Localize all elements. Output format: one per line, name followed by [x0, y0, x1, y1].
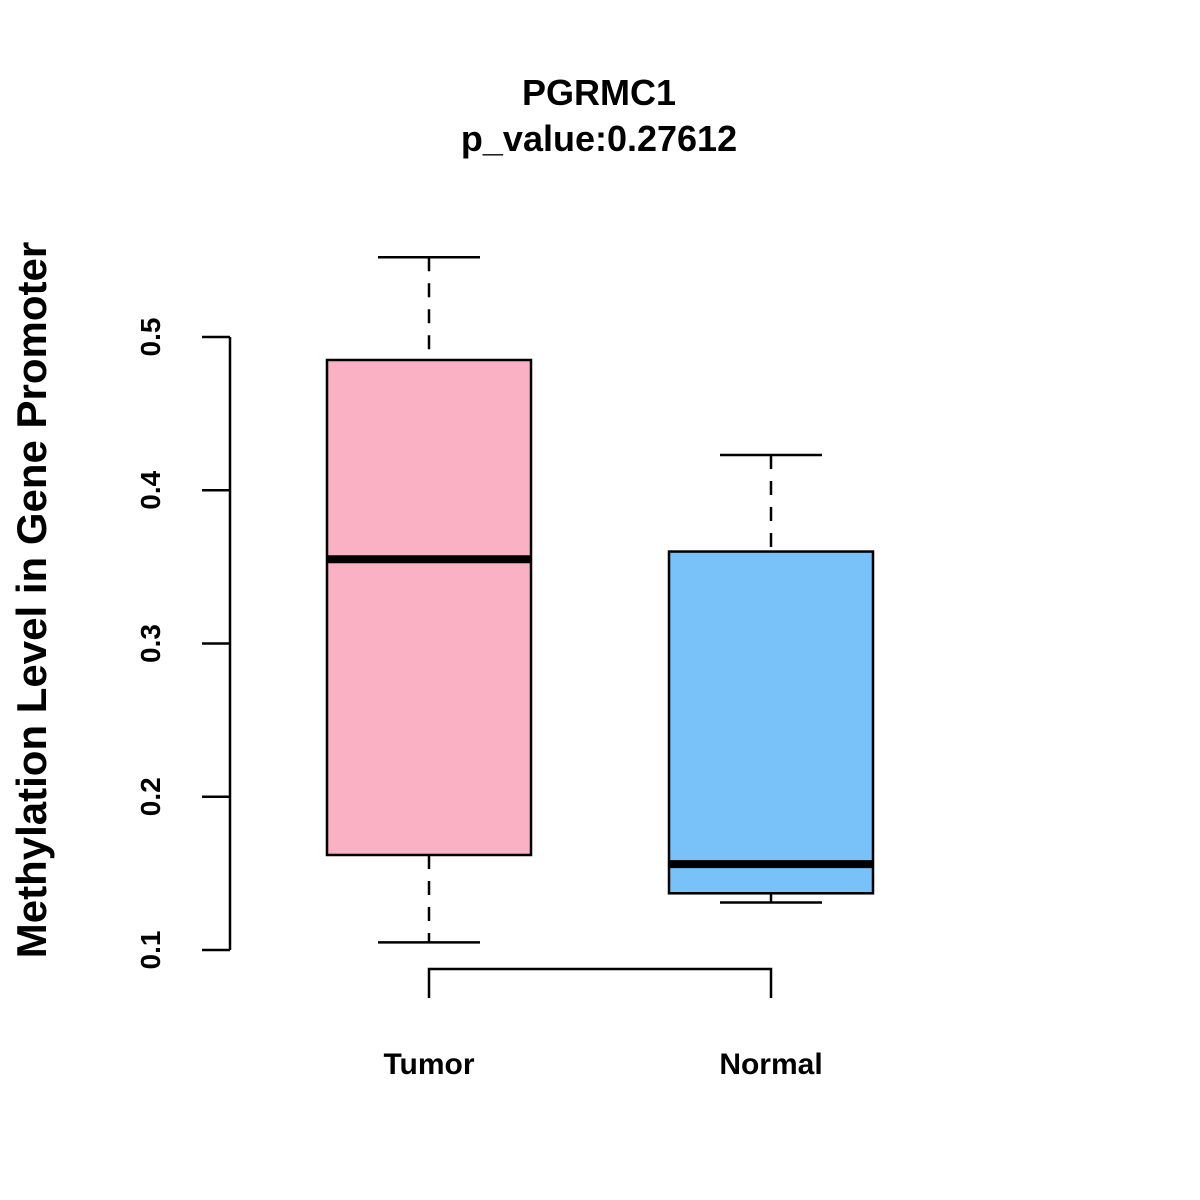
y-tick-label: 0.1: [135, 931, 166, 970]
comparison-bracket: [427, 967, 773, 998]
x-tick-label: Tumor: [383, 1048, 474, 1081]
box-iqr: [325, 358, 533, 857]
box-normal: [667, 453, 875, 904]
y-axis: 0.1 0.2 0.3 0.4 0.5: [135, 318, 232, 970]
box-tumor: [325, 256, 533, 944]
y-axis-label: Methylation Level in Gene Promoter: [8, 242, 55, 958]
y-tick-label: 0.4: [135, 470, 166, 509]
chart-subtitle: p_value:0.27612: [461, 118, 737, 159]
chart-title: PGRMC1: [522, 72, 676, 113]
x-axis-labels: Tumor Normal: [383, 1048, 822, 1081]
y-tick-label: 0.2: [135, 777, 166, 816]
y-tick-label: 0.5: [135, 318, 166, 357]
box-iqr: [667, 550, 875, 895]
box-series: [325, 256, 875, 944]
x-tick-label: Normal: [719, 1048, 822, 1081]
comparison-bracket-group: [427, 967, 773, 998]
y-tick-label: 0.3: [135, 624, 166, 663]
